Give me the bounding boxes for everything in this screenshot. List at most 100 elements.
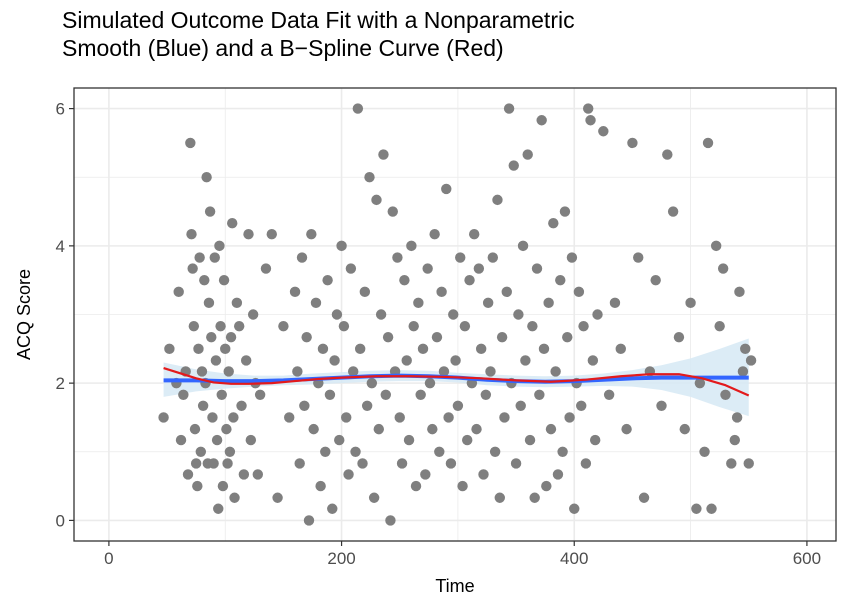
data-point bbox=[227, 218, 238, 229]
data-point bbox=[583, 103, 594, 114]
data-point bbox=[345, 263, 357, 274]
data-point bbox=[294, 458, 305, 469]
data-point bbox=[368, 492, 380, 503]
data-point bbox=[317, 343, 329, 355]
data-point bbox=[710, 240, 722, 252]
data-point bbox=[247, 309, 259, 320]
data-point bbox=[354, 343, 366, 355]
data-point bbox=[576, 400, 587, 411]
plot-border bbox=[73, 87, 837, 542]
data-point bbox=[371, 194, 382, 206]
data-point bbox=[236, 400, 247, 411]
data-point bbox=[306, 228, 317, 240]
data-point bbox=[515, 400, 526, 411]
data-point bbox=[555, 274, 566, 286]
data-point bbox=[448, 309, 459, 320]
data-point bbox=[714, 320, 725, 332]
data-point bbox=[192, 480, 203, 492]
data-point bbox=[480, 389, 492, 401]
data-point bbox=[679, 423, 690, 435]
data-point bbox=[175, 434, 187, 446]
data-point bbox=[343, 469, 354, 480]
data-point bbox=[492, 194, 503, 206]
data-point bbox=[334, 434, 345, 446]
x-tick-label: 400 bbox=[560, 549, 588, 568]
data-point bbox=[292, 366, 303, 377]
data-point bbox=[569, 503, 580, 514]
data-point bbox=[550, 366, 561, 377]
data-point bbox=[220, 343, 231, 355]
data-point bbox=[260, 263, 272, 274]
data-point bbox=[364, 172, 375, 183]
data-point bbox=[489, 446, 501, 457]
data-point bbox=[222, 458, 233, 469]
data-point bbox=[301, 331, 312, 343]
data-point bbox=[213, 503, 224, 514]
x-tick-label: 200 bbox=[327, 549, 355, 568]
data-point bbox=[216, 389, 227, 401]
data-point bbox=[210, 355, 222, 366]
x-tick-label: 0 bbox=[104, 549, 113, 568]
data-point bbox=[224, 446, 236, 457]
data-point bbox=[403, 434, 415, 446]
data-point bbox=[189, 423, 201, 435]
data-point bbox=[656, 400, 667, 411]
data-point bbox=[422, 263, 433, 274]
data-point bbox=[240, 355, 252, 366]
data-point bbox=[562, 331, 573, 343]
data-point bbox=[587, 355, 599, 366]
data-point bbox=[457, 480, 468, 492]
data-point bbox=[352, 103, 364, 114]
data-point bbox=[348, 366, 359, 377]
data-point bbox=[359, 286, 371, 298]
data-point bbox=[158, 412, 169, 423]
data-point bbox=[218, 274, 230, 286]
data-point bbox=[564, 412, 575, 423]
data-point bbox=[450, 355, 461, 366]
data-point bbox=[385, 515, 396, 526]
data-point bbox=[566, 252, 578, 263]
data-point bbox=[538, 343, 550, 355]
data-point bbox=[726, 458, 737, 469]
data-point bbox=[720, 389, 731, 401]
chart-title: Simulated Outcome Data Fit with a Nonpar… bbox=[62, 7, 575, 61]
data-point bbox=[252, 469, 264, 480]
data-point bbox=[199, 274, 210, 286]
data-point bbox=[185, 137, 196, 149]
data-point bbox=[615, 343, 626, 355]
data-point bbox=[380, 389, 391, 401]
y-tick-label: 4 bbox=[56, 237, 65, 256]
data-point bbox=[221, 423, 232, 435]
data-point bbox=[187, 263, 198, 274]
data-point bbox=[436, 286, 447, 298]
data-point bbox=[196, 366, 208, 377]
data-point bbox=[217, 480, 229, 492]
data-point bbox=[459, 320, 471, 332]
data-point bbox=[438, 366, 450, 377]
data-point bbox=[482, 297, 494, 309]
data-point bbox=[338, 320, 350, 332]
data-point bbox=[513, 309, 524, 320]
data-point bbox=[366, 377, 378, 389]
data-point bbox=[667, 206, 679, 217]
data-point bbox=[361, 400, 373, 411]
data-point bbox=[195, 446, 207, 457]
data-point bbox=[373, 423, 384, 435]
data-point bbox=[434, 446, 445, 457]
data-point bbox=[243, 228, 254, 240]
data-point bbox=[201, 172, 212, 183]
data-point bbox=[197, 400, 209, 411]
data-point bbox=[603, 389, 615, 401]
data-point bbox=[289, 286, 301, 298]
data-point bbox=[441, 183, 452, 195]
data-point bbox=[233, 320, 245, 332]
data-point bbox=[717, 263, 729, 274]
data-point bbox=[207, 412, 218, 423]
data-point bbox=[573, 286, 585, 298]
data-point bbox=[578, 320, 589, 332]
data-point bbox=[468, 228, 480, 240]
data-point bbox=[284, 412, 295, 423]
data-point bbox=[399, 274, 410, 286]
data-point bbox=[501, 286, 512, 298]
